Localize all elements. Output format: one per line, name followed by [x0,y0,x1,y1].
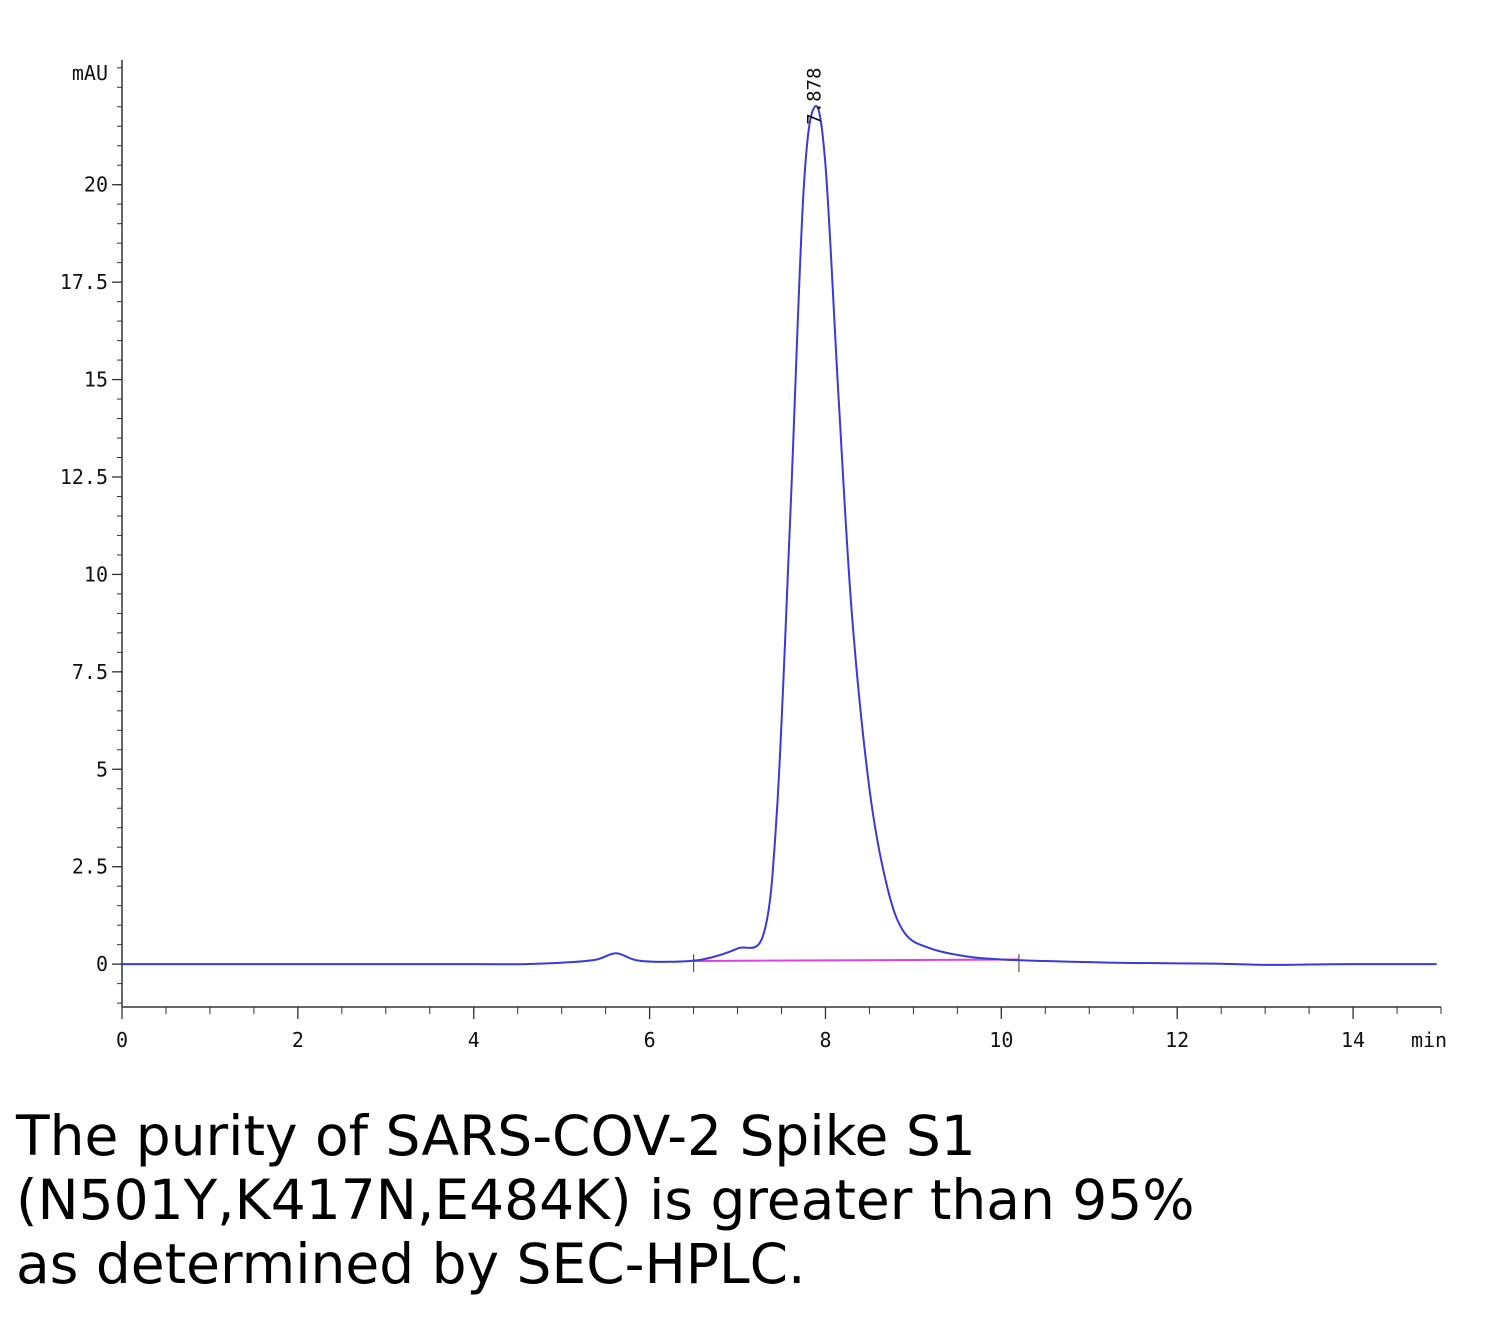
y-tick-label: 10 [84,562,108,586]
figure-caption: The purity of SARS-COV-2 Spike S1 (N501Y… [16,1104,1476,1296]
x-axis-unit: min [1411,1028,1447,1052]
x-tick-label: 12 [1165,1028,1189,1052]
x-tick-label: 4 [468,1028,480,1052]
y-tick-label: 20 [84,173,108,197]
y-tick-label: 7.5 [72,660,108,684]
y-tick-label: 17.5 [60,270,108,294]
x-tick-label: 2 [292,1028,304,1052]
x-tick-label: 14 [1341,1028,1365,1052]
y-tick-label: 2.5 [72,855,108,879]
x-tick-label: 6 [644,1028,656,1052]
chromatogram-chart: 0 2.5 5 7.5 10 12.5 15 17.5 20 mAU 0 2 4 6 8 10 12 14 min 7… [60,60,1447,1052]
caption-line-2: (N501Y,K417N,E484K) is greater than 95% [16,1168,1195,1232]
y-tick-label: 0 [96,952,108,976]
caption-line-3: as determined by SEC-HPLC. [16,1232,806,1296]
caption-line-1: The purity of SARS-COV-2 Spike S1 [16,1104,976,1168]
chromatogram-trace [122,104,1437,966]
y-tick-label: 15 [84,368,108,392]
x-tick-label: 10 [989,1028,1013,1052]
x-tick-label: 8 [819,1028,831,1052]
chart-axes [112,60,1442,1019]
chart-labels: 0 2.5 5 7.5 10 12.5 15 17.5 20 mAU 0 2 4 6 8 10 12 14 min 7… [60,61,1447,1052]
y-tick-label: 5 [96,757,108,781]
y-axis-unit: mAU [72,61,108,85]
x-tick-label: 0 [116,1028,128,1052]
y-tick-label: 12.5 [60,465,108,489]
integration-baseline [693,958,1019,963]
peak-label: 7.878 [804,68,826,125]
chart-marks [122,104,1437,973]
